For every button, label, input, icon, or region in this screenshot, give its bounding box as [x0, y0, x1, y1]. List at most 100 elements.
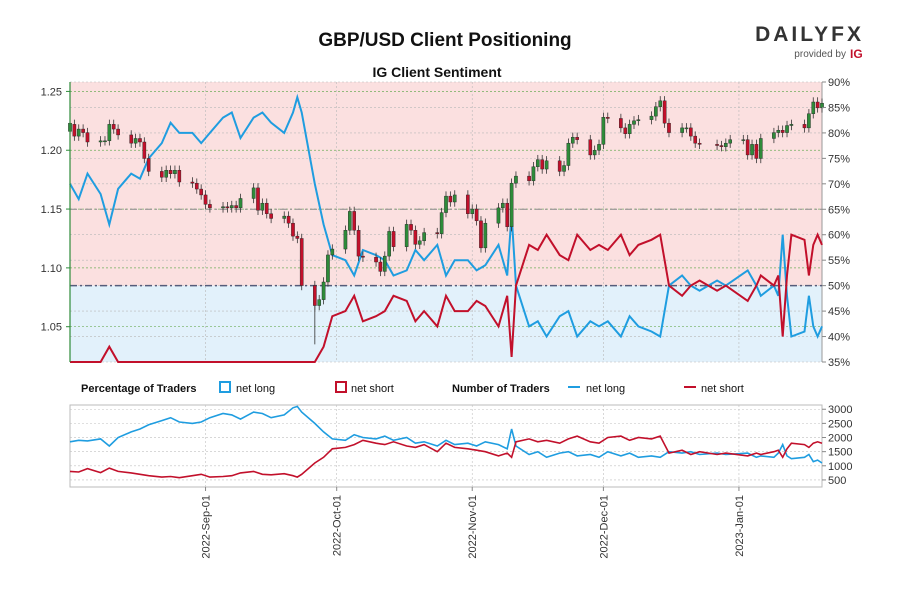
- candle-body: [728, 139, 732, 144]
- price-axis: 1.05 1.10 1.15 1.20 1.25: [41, 82, 71, 362]
- candle-body: [264, 202, 269, 214]
- candle-body: [724, 142, 728, 147]
- candle-body: [570, 137, 575, 144]
- candle-body: [745, 139, 750, 156]
- candle-body: [116, 128, 120, 136]
- candle-body: [221, 206, 225, 209]
- date-tick-label: 2022-Sep-01: [201, 495, 213, 559]
- candle-body: [811, 101, 816, 114]
- price-candles: [68, 96, 824, 345]
- candle-body: [632, 120, 636, 125]
- dailyfx-logo: DAILYFX provided by IG: [755, 23, 864, 61]
- candle-body: [636, 119, 641, 122]
- candle-body: [754, 144, 759, 159]
- candle-body: [684, 127, 689, 130]
- pct-tick-label: 65%: [828, 204, 850, 216]
- pct-net-long-line: [69, 93, 823, 340]
- candle-body: [649, 115, 654, 120]
- pct-tick-label: 55%: [828, 255, 850, 267]
- candle-body: [291, 222, 295, 237]
- candle-body: [111, 124, 116, 130]
- legend-pct-short-swatch: [335, 381, 347, 393]
- pct-net-short-line: [70, 232, 823, 363]
- candle-body: [544, 160, 549, 170]
- candle-body: [566, 142, 571, 166]
- candle-body: [129, 134, 134, 144]
- candle-body: [164, 170, 168, 178]
- candle-body: [662, 100, 667, 124]
- candle-body: [417, 240, 422, 245]
- candle-body: [413, 230, 418, 245]
- candle-body: [715, 144, 719, 146]
- candle-body: [689, 127, 693, 137]
- legend-count-short-label: net short: [701, 383, 744, 395]
- count-tick-label: 2500: [828, 418, 852, 430]
- candle-body: [203, 194, 208, 205]
- date-tick-label: 2022-Dec-01: [598, 495, 610, 559]
- candle-body: [627, 124, 632, 134]
- candle-body: [588, 139, 593, 156]
- count-tick-label: 3000: [828, 404, 852, 416]
- candle-body: [697, 142, 702, 145]
- candle-body: [527, 175, 531, 182]
- price-tick-label: 1.25: [41, 86, 62, 98]
- sentiment-panel: 1.05 1.10 1.15 1.20 1.25 35% 40% 45% 50% 55% 60% 6…: [41, 77, 851, 369]
- candle-body: [776, 130, 781, 133]
- candle-body: [514, 175, 518, 184]
- candle-body: [466, 194, 470, 214]
- candle-body: [168, 170, 173, 174]
- date-tick-label: 2023-Jan-01: [734, 495, 746, 557]
- count-net-short-line: [69, 435, 823, 479]
- pct-tick-label: 60%: [828, 230, 850, 242]
- pct-axis: 35% 40% 45% 50% 55% 60% 65% 70% 75% 80% 85% 90%: [822, 77, 850, 369]
- candle-body: [496, 207, 501, 224]
- candle-body: [234, 205, 238, 209]
- count-tick-label: 500: [828, 475, 846, 487]
- legend-pct-long-swatch: [219, 381, 231, 393]
- candle-body: [597, 144, 601, 151]
- candle-body: [601, 117, 606, 145]
- candle-body: [160, 171, 164, 178]
- provided-by-text: provided by: [794, 49, 846, 60]
- candle-body: [422, 232, 426, 242]
- candle-body: [326, 254, 330, 283]
- pct-tick-label: 50%: [828, 281, 850, 293]
- candle-body: [356, 230, 361, 257]
- candle-body: [199, 188, 203, 196]
- candle-body: [680, 127, 684, 133]
- candle-body: [693, 135, 698, 144]
- candle-body: [658, 100, 663, 107]
- dailyfx-logo-text: DAILYFX: [755, 23, 864, 46]
- candle-body: [619, 118, 623, 129]
- candle-body: [505, 202, 510, 227]
- candle-body: [352, 211, 356, 231]
- legend-pct-long-label: net long: [236, 383, 275, 395]
- count-tick-label: 1500: [828, 447, 852, 459]
- pct-tick-label: 90%: [828, 77, 850, 89]
- candle-body: [229, 205, 234, 209]
- candle-body: [321, 281, 326, 300]
- candle-body: [282, 215, 287, 219]
- candle-body: [269, 213, 273, 219]
- candle-body: [177, 170, 182, 183]
- candle-body: [387, 231, 391, 257]
- candle-body: [208, 204, 212, 209]
- candle-body: [501, 202, 505, 209]
- price-tick-label: 1.10: [41, 263, 62, 275]
- candle-body: [802, 124, 807, 129]
- candle-body: [479, 220, 483, 249]
- candle-body: [409, 224, 413, 231]
- candle-body: [260, 202, 265, 211]
- pct-tick-label: 85%: [828, 102, 850, 114]
- pct-tick-label: 40%: [828, 332, 850, 344]
- candle-body: [562, 165, 566, 172]
- candle-body: [719, 145, 724, 147]
- candle-body: [536, 159, 540, 167]
- candle-body: [299, 238, 304, 286]
- candle-body: [107, 124, 112, 142]
- chart-subtitle: IG Client Sentiment: [372, 64, 501, 80]
- date-tick-label: 2022-Oct-01: [332, 495, 344, 556]
- candle-body: [509, 182, 514, 227]
- candle-body: [623, 127, 628, 134]
